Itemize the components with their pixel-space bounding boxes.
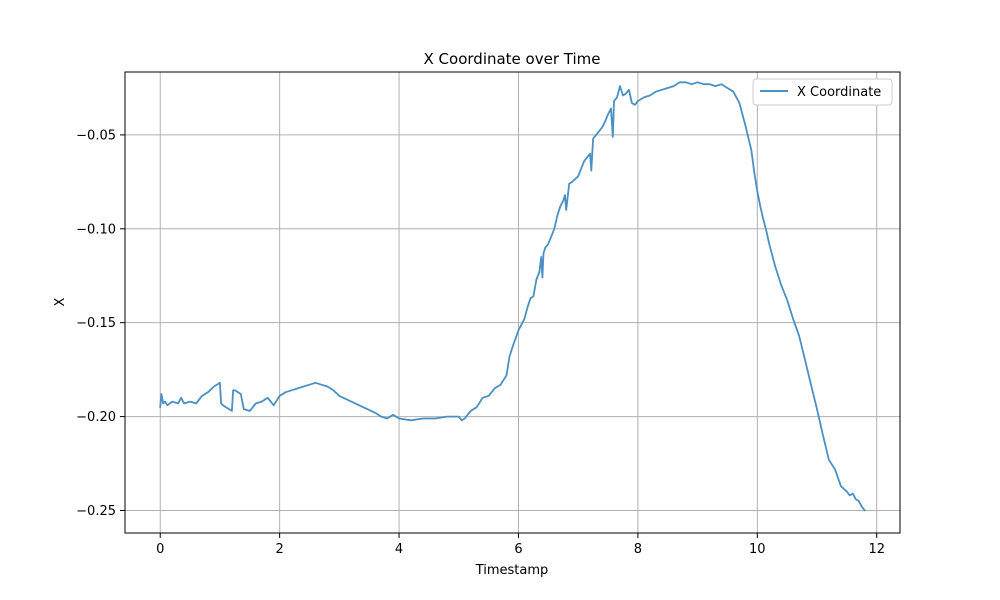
y-tick-label: −0.25	[76, 504, 116, 519]
series-layer	[159, 81, 866, 512]
x-tick-label: 0	[156, 542, 164, 557]
y-tick-label: −0.20	[76, 410, 116, 425]
y-axis-ticks: −0.25 −0.20 −0.15 −0.10 −0.05	[76, 128, 125, 519]
plot-frame	[124, 71, 901, 534]
x-tick-label: 2	[276, 542, 284, 557]
x-axis-label: Timestamp	[475, 563, 549, 578]
y-axis-label: X	[53, 297, 68, 306]
x-tick-label: 6	[514, 542, 522, 557]
x-tick-label: 4	[395, 542, 403, 557]
legend-label-x-coordinate: X Coordinate	[797, 85, 881, 100]
x-axis-ticks: 0 2 4 6 8 10 12	[156, 533, 885, 557]
y-tick-label: −0.05	[76, 128, 116, 143]
legend-box	[752, 78, 893, 106]
x-tick-label: 8	[634, 542, 642, 557]
y-tick-label: −0.10	[76, 222, 116, 237]
grid-lines	[125, 72, 900, 533]
x-tick-label: 12	[868, 542, 885, 557]
series-line-x-coordinate	[159, 81, 866, 512]
chart-title: X Coordinate over Time	[424, 50, 601, 68]
y-tick-label: −0.15	[76, 316, 116, 331]
x-tick-label: 10	[749, 542, 766, 557]
legend: X Coordinate	[752, 78, 893, 106]
